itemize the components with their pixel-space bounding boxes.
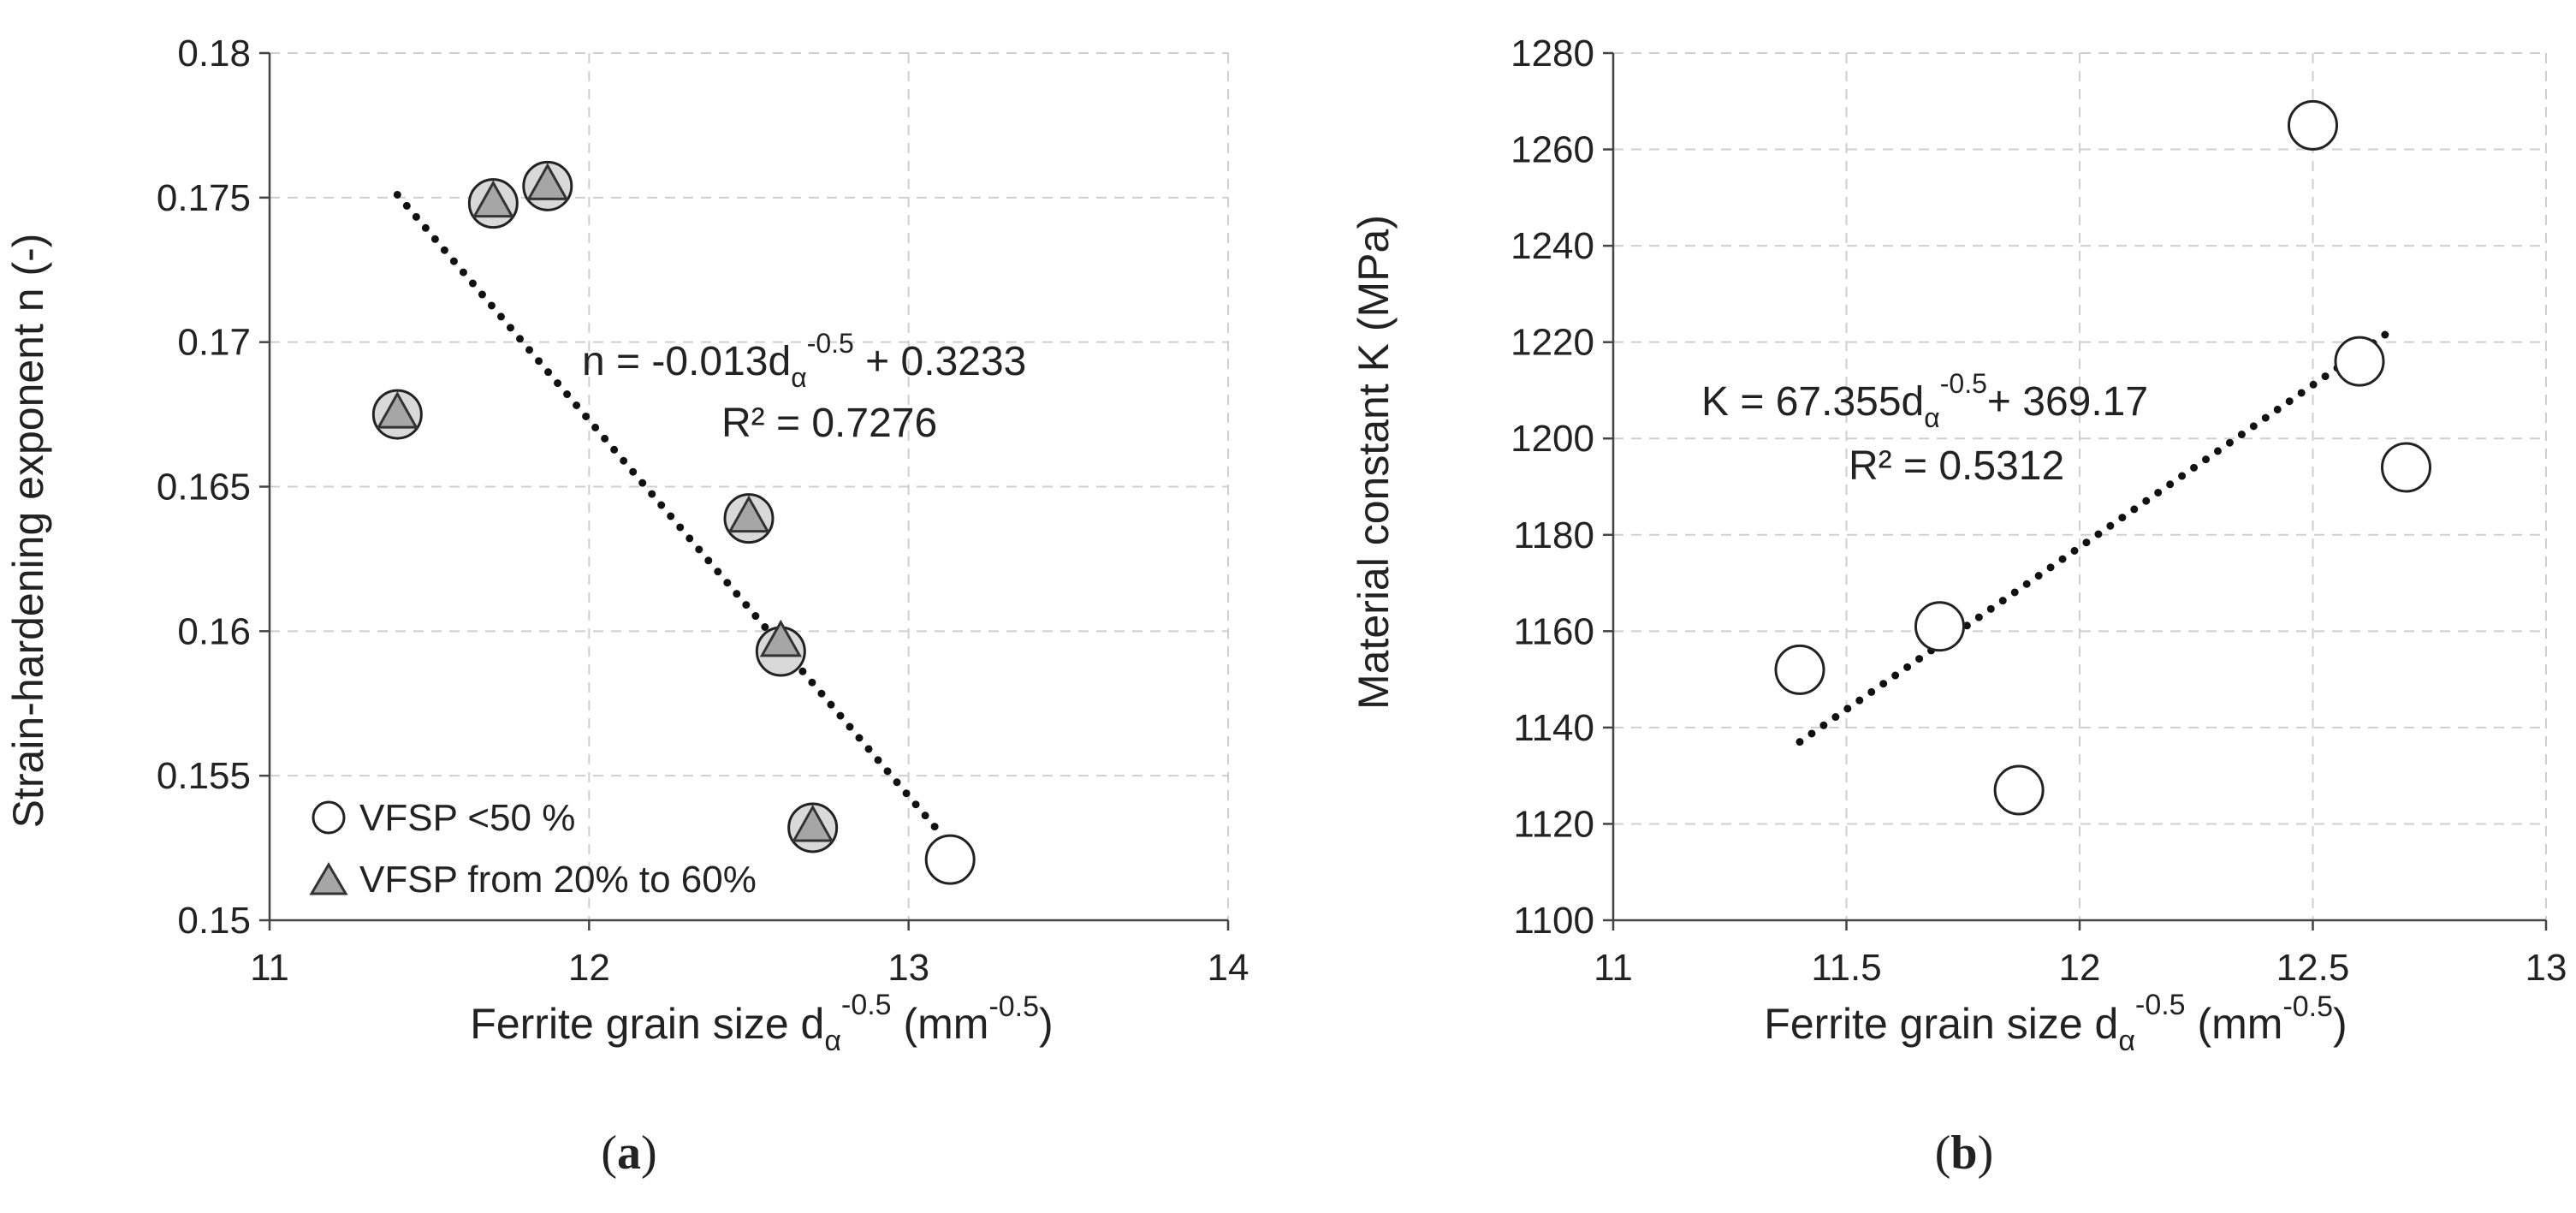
- trend-equation-a: n = -0.013dα-0.5 + 0.3233: [582, 328, 1026, 393]
- trendline: [393, 190, 945, 838]
- y-tick-label: 0.17: [177, 322, 251, 364]
- axes-b: [1603, 51, 2548, 931]
- y-tick-labels-b: 1100 1120 1140 1160 1180 1200 1220 1240 1260 1280: [1511, 33, 1594, 942]
- data-points-b: [1774, 99, 2431, 816]
- x-tick-labels-b: 11 11.5 12 12.5 13: [1594, 947, 2567, 989]
- y-tick-label: 1160: [1513, 610, 1594, 652]
- y-tick-label: 1180: [1513, 514, 1594, 556]
- x-tick-label: 12: [2059, 947, 2101, 989]
- grid-b: [1613, 52, 2547, 920]
- y-tick-label: 1120: [1513, 803, 1594, 845]
- x-tick-label: 13: [2526, 947, 2567, 989]
- chart-panel-b: 1100 1120 1140 1160 1180 1200 1220 1240 1260 1280…: [1350, 33, 2567, 1180]
- y-tick-label: 0.175: [157, 177, 251, 219]
- y-tick-label: 1240: [1511, 225, 1594, 267]
- x-tick-label: 11: [250, 947, 289, 989]
- legend-label-circle: VFSP <50 %: [359, 797, 575, 839]
- data-point-triangle: [472, 180, 514, 218]
- x-tick-label: 12: [568, 947, 610, 989]
- legend-label-triangle: VFSP from 20% to 60%: [359, 859, 757, 901]
- y-axis-title-b: Material constant K (MPa): [1350, 215, 1398, 710]
- chart-panel-a: 0.15 0.155 0.16 0.165 0.17 0.175 0.18 11 12 13 14…: [4, 33, 1249, 1180]
- axes-a: [259, 51, 1230, 931]
- data-point-triangle: [376, 391, 418, 429]
- panel-label-a: (a): [601, 1127, 656, 1180]
- data-point-triangle: [759, 619, 802, 657]
- data-point-triangle: [727, 495, 770, 533]
- data-points-a: [371, 160, 976, 885]
- x-tick-label: 12.5: [2276, 947, 2350, 989]
- data-point-triangle: [526, 163, 569, 200]
- grid-a: [270, 52, 1229, 920]
- y-tick-label: 0.16: [177, 610, 251, 652]
- trend-equation-b: K = 67.355dα-0.5+ 369.17: [1701, 368, 2148, 433]
- data-point-circle: [924, 834, 976, 885]
- y-tick-label: 0.155: [157, 755, 251, 797]
- trendline-a: [393, 190, 945, 838]
- trendline-b: [1795, 325, 2396, 746]
- y-tick-label: 1220: [1511, 322, 1594, 364]
- data-point-circle: [1774, 644, 1825, 695]
- x-tick-label: 11.5: [1811, 947, 1881, 989]
- x-axis-title-b: Ferrite grain size dα-0.5 (mm-0.5): [1764, 989, 2347, 1057]
- legend-a: VFSP <50 % VFSP from 20% to 60%: [309, 797, 757, 901]
- y-tick-label: 1100: [1513, 900, 1594, 942]
- y-tick-label: 0.18: [177, 33, 251, 74]
- x-tick-label: 13: [887, 947, 929, 989]
- x-axis-title-a: Ferrite grain size dα-0.5 (mm-0.5): [470, 989, 1053, 1057]
- y-tick-label: 1280: [1511, 33, 1594, 74]
- panel-label-b: (b): [1935, 1127, 1993, 1180]
- y-tick-label: 0.165: [157, 467, 251, 508]
- legend-circle-marker: [312, 800, 346, 835]
- data-point-circle: [2334, 336, 2385, 387]
- x-tick-labels-a: 11 12 13 14: [250, 947, 1249, 989]
- data-point-triangle: [792, 804, 834, 842]
- legend-triangle-marker: [309, 862, 348, 895]
- x-tick-label: 11: [1594, 947, 1633, 989]
- data-point-circle: [1914, 601, 1965, 652]
- x-tick-label: 14: [1208, 947, 1249, 989]
- trendline: [1795, 325, 2396, 746]
- y-tick-label: 1260: [1511, 129, 1594, 171]
- r-squared-b: R² = 0.5312: [1849, 443, 2064, 489]
- y-tick-labels-a: 0.15 0.155 0.16 0.165 0.17 0.175 0.18: [157, 33, 251, 942]
- data-point-circle: [1993, 764, 2045, 816]
- data-point-circle: [2381, 442, 2431, 493]
- y-tick-label: 1140: [1513, 707, 1594, 749]
- data-point-circle: [2288, 99, 2338, 151]
- r-squared-a: R² = 0.7276: [721, 401, 937, 446]
- y-tick-label: 0.15: [177, 900, 251, 942]
- y-tick-label: 1200: [1511, 418, 1594, 460]
- y-axis-title-a: Strain-hardening exponent n (-): [4, 234, 52, 829]
